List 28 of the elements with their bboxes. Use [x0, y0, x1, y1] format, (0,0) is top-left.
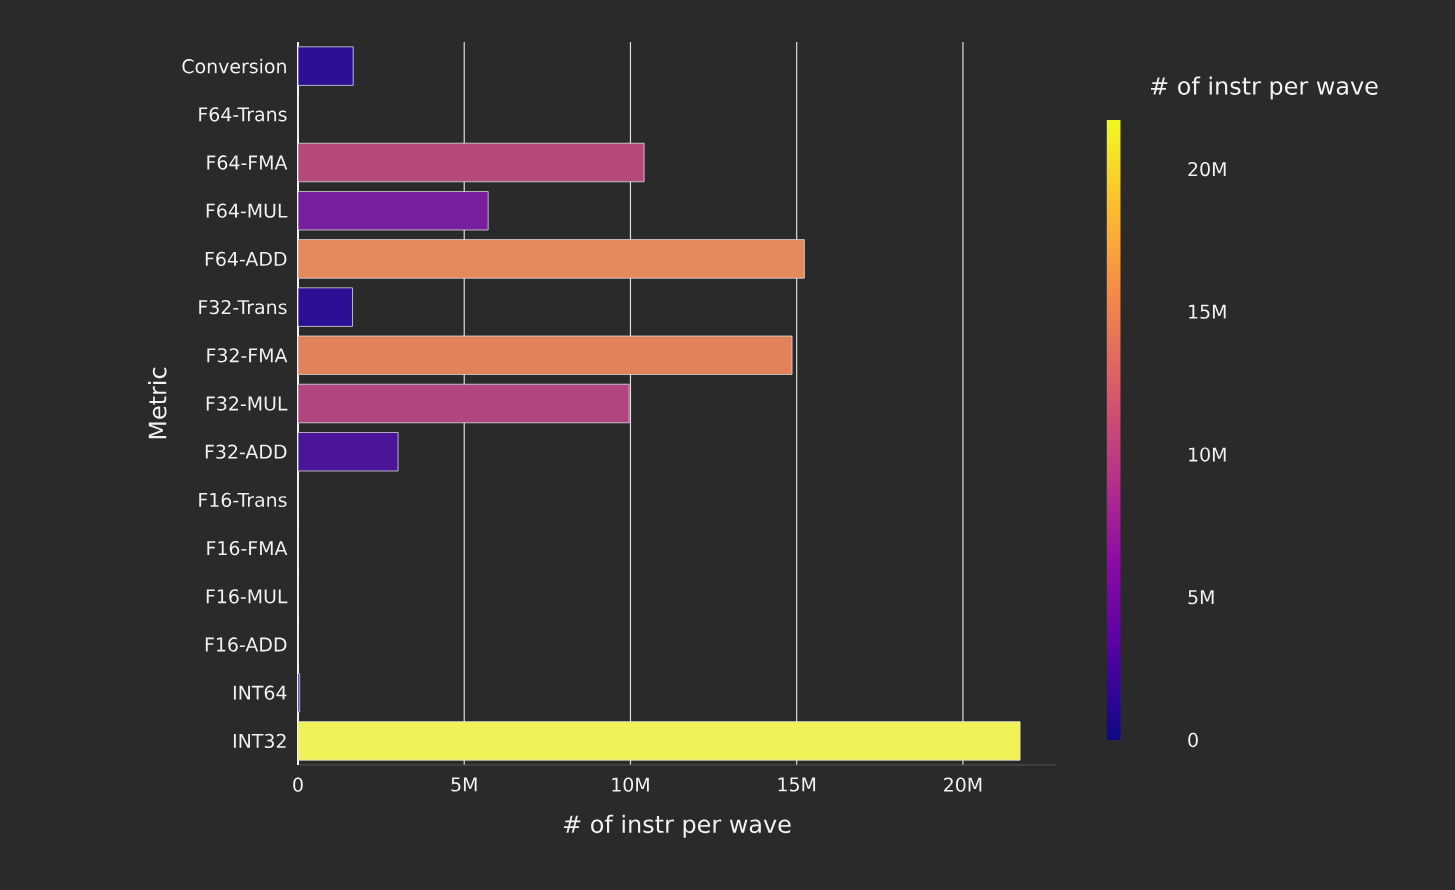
color-bar-title: # of instr per wave — [1150, 76, 1378, 100]
x-tick-label: 15M — [778, 777, 816, 792]
color-bar-label: 10M — [1189, 447, 1226, 462]
y-tick-label: F16-Trans — [199, 492, 287, 508]
x-axis-title: # of instr per wave — [563, 814, 791, 838]
x-tick-label: 0 — [293, 777, 303, 792]
y-tick-label: F32-MUL — [206, 396, 288, 411]
y-tick-label: Conversion — [182, 58, 286, 74]
y-tick-label: F16-MUL — [206, 589, 288, 604]
y-tick-label: F32-ADD — [205, 444, 287, 459]
color-bar-label: 15M — [1189, 304, 1226, 319]
y-tick-label: F64-MUL — [206, 203, 288, 218]
y-tick-label: F32-FMA — [207, 348, 288, 363]
x-tick-label: 10M — [612, 777, 649, 792]
color-bar-label: 0 — [1188, 732, 1198, 748]
y-tick-label: F16-FMA — [207, 540, 288, 556]
y-tick-label: F64-FMA — [207, 155, 288, 170]
y-tick-label: F32-Trans — [199, 299, 287, 315]
y-tick-label: INT64 — [233, 685, 287, 700]
y-tick-label: F64-ADD — [205, 251, 287, 267]
x-tick-label: 5M — [451, 777, 477, 792]
x-tick-label: 20M — [944, 777, 982, 792]
color-bar-label: 20M — [1188, 161, 1226, 177]
y-tick-label: F16-ADD — [205, 637, 287, 652]
y-tick-label: INT32 — [233, 733, 286, 749]
y-axis-title: Metric — [148, 367, 167, 439]
color-bar-label: 5M — [1188, 590, 1214, 605]
y-tick-label: F64-Trans — [199, 107, 287, 122]
